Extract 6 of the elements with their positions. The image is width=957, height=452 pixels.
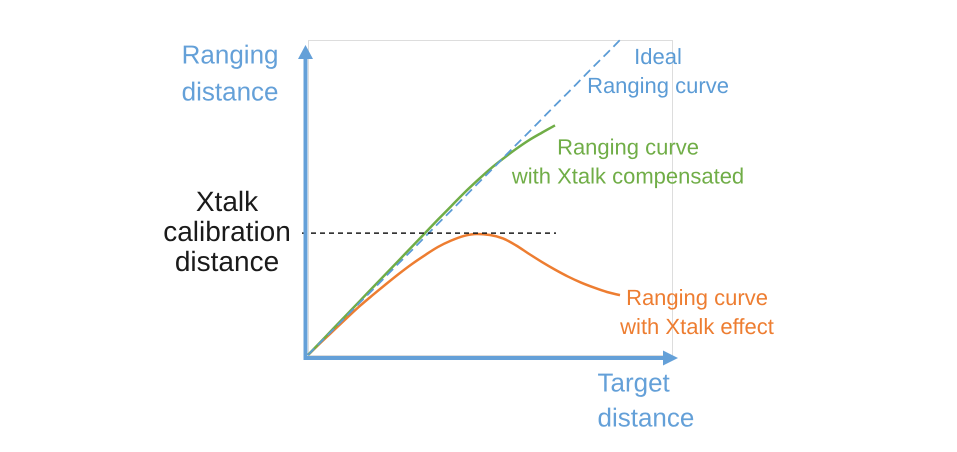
series-label: Ideal Ranging curve	[587, 44, 729, 98]
y-axis-title: Ranging distance	[182, 40, 278, 106]
series-label: Ranging curve with Xtalk compensated	[510, 134, 744, 188]
series-label: Ranging curve with Xtalk effect	[619, 285, 774, 340]
x-axis-title: Target distance	[598, 368, 694, 432]
ref-line-label: Xtalk calibration distance	[163, 186, 291, 278]
